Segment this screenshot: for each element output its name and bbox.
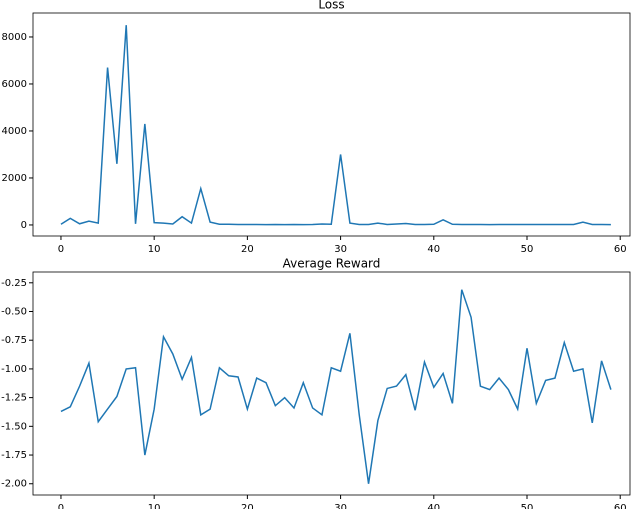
axes-frame [32,12,631,237]
y-tick-label: 2000 [2,173,27,184]
x-tick-label: 10 [148,503,161,509]
x-tick-label: 30 [334,244,347,255]
data-line [60,289,612,484]
x-tick-label: 40 [427,503,440,509]
x-tick-label: 60 [614,503,627,509]
y-tick-label: -0.25 [1,278,27,289]
y-tick-label: -0.50 [1,307,27,318]
x-tick-label: 50 [521,503,534,509]
x-tick-label: 60 [614,244,627,255]
chart-title: Average Reward [283,257,381,271]
x-tick-label: 30 [334,503,347,509]
y-tick-label: 6000 [2,79,27,90]
x-tick-label: 50 [521,244,534,255]
y-tick-label: -1.25 [1,393,27,404]
y-tick-label: -2.00 [1,479,27,490]
x-tick-label: 20 [241,503,254,509]
y-tick-label: 0 [21,220,27,231]
x-tick-label: 40 [427,244,440,255]
x-tick-label: 0 [58,503,64,509]
y-tick-label: -1.00 [1,364,27,375]
axes-frame [32,271,631,496]
y-tick-label: -1.50 [1,421,27,432]
data-line [60,25,611,226]
chart-title: Loss [318,0,344,12]
y-tick-label: 8000 [2,32,27,43]
y-tick-label: -0.75 [1,335,27,346]
x-tick-label: 0 [58,244,64,255]
x-tick-label: 10 [148,244,161,255]
y-tick-label: -1.75 [1,450,27,461]
y-tick-label: 4000 [2,126,27,137]
x-tick-label: 20 [241,244,254,255]
